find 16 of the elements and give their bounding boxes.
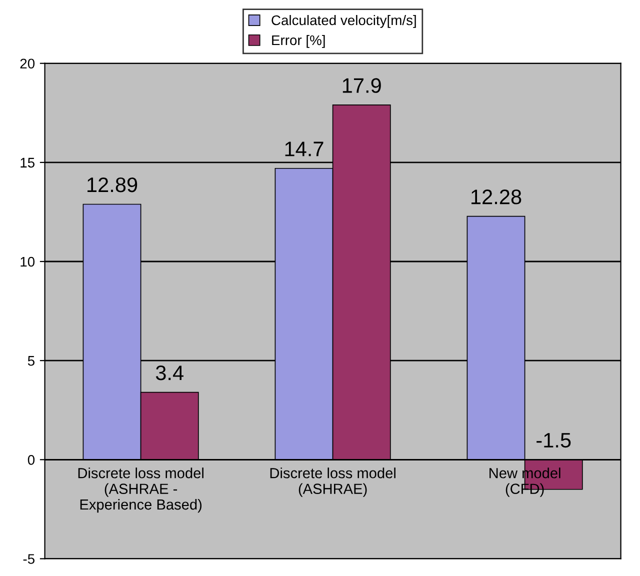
y-tick-label: -5 <box>23 554 34 564</box>
y-tick-label: 10 <box>20 256 35 267</box>
y-tick-label: 20 <box>20 58 35 69</box>
data-label: 3.4 <box>156 365 184 380</box>
x-tick-label: Discrete loss model (ASHRAE - Experience Based) <box>78 468 204 513</box>
data-label: 14.7 <box>285 142 324 156</box>
data-label: 12.28 <box>472 190 522 204</box>
legend-label: Error [%] <box>272 34 325 48</box>
data-label: 17.9 <box>342 78 381 93</box>
y-tick-label: 5 <box>28 356 34 366</box>
legend-label: Calculated velocity[m/s] <box>272 14 416 28</box>
data-label: 12.89 <box>88 177 138 192</box>
x-tick-label: Discrete loss model (ASHRAE) <box>270 468 396 497</box>
y-tick-label: 15 <box>20 158 34 168</box>
y-tick-label: 0 <box>28 454 35 465</box>
data-label: -1.5 <box>536 433 571 448</box>
